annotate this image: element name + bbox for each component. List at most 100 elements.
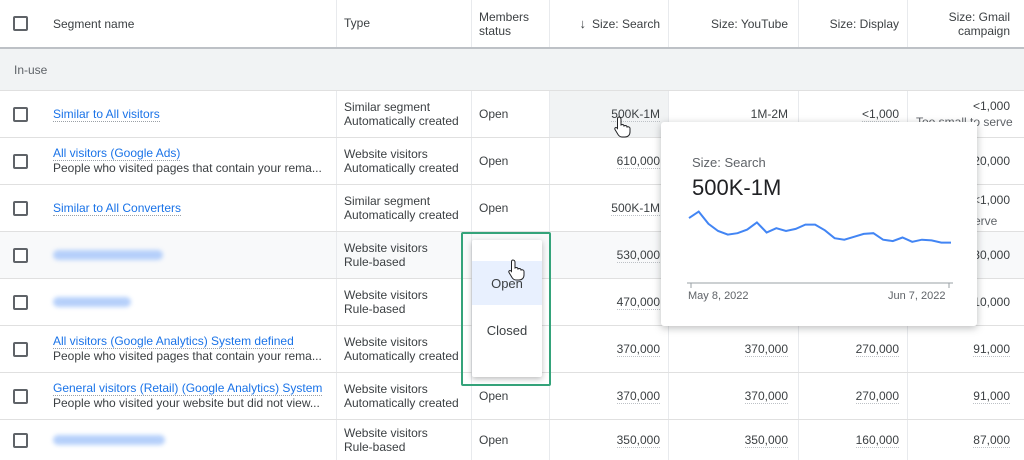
segment-link[interactable]: General visitors (Retail) (Google Analyt… bbox=[53, 381, 323, 396]
column-header-size-gmail[interactable]: Size: Gmail campaign bbox=[908, 0, 1024, 47]
row-checkbox-cell bbox=[0, 138, 40, 184]
type-cell: Similar segment Automatically created bbox=[337, 185, 472, 231]
status-cell[interactable]: Open bbox=[472, 420, 550, 460]
table-row[interactable]: All visitors (Google Ads) People who vis… bbox=[0, 138, 1024, 185]
redacted-segment-name[interactable] bbox=[53, 435, 165, 445]
status-value: Open bbox=[479, 433, 509, 447]
segment-name-cell: All visitors (Google Ads) People who vis… bbox=[40, 138, 337, 184]
size-gmail-cell: 91,000 bbox=[908, 326, 1024, 372]
column-header-type[interactable]: Type bbox=[337, 0, 472, 47]
segment-name-cell: General visitors (Retail) (Google Analyt… bbox=[40, 373, 337, 419]
type-primary: Website visitors bbox=[344, 425, 428, 440]
segment-description: People who visited pages that contain yo… bbox=[53, 161, 322, 175]
popup-start-date: May 8, 2022 bbox=[688, 290, 749, 302]
segment-link[interactable]: Similar to All Converters bbox=[53, 200, 182, 216]
size-display-value: <1,000 bbox=[861, 106, 899, 122]
size-search-value[interactable]: 370,000 bbox=[616, 388, 660, 404]
size-search-cell[interactable]: 530,000 bbox=[550, 232, 669, 278]
row-checkbox[interactable] bbox=[12, 341, 28, 357]
column-header-size-display[interactable]: Size: Display bbox=[799, 0, 908, 47]
type-primary: Similar segment bbox=[344, 99, 431, 114]
size-search-value[interactable]: 370,000 bbox=[616, 341, 660, 357]
size-display-cell: <1,000 bbox=[799, 91, 908, 137]
type-cell: Website visitors Rule-based bbox=[337, 232, 472, 278]
segment-link[interactable]: Similar to All visitors bbox=[53, 106, 160, 122]
membership-label-line2: status bbox=[479, 23, 512, 38]
size-youtube-label: Size: YouTube bbox=[711, 16, 788, 31]
segment-name-cell: Similar to All Converters bbox=[40, 185, 337, 231]
table-row[interactable]: Similar to All visitors Similar segment … bbox=[0, 91, 1024, 138]
status-value: Open bbox=[479, 107, 509, 121]
popup-value: 500K-1M bbox=[692, 175, 782, 200]
row-checkbox-cell bbox=[0, 279, 40, 325]
redacted-segment-name[interactable] bbox=[53, 297, 131, 307]
column-header-size-youtube[interactable]: Size: YouTube bbox=[669, 0, 799, 47]
size-youtube-value: 370,000 bbox=[744, 341, 788, 357]
size-search-value[interactable]: 500K-1M bbox=[611, 106, 660, 122]
group-row-in-use: In-use bbox=[0, 49, 1024, 91]
type-secondary: Rule-based bbox=[344, 302, 406, 316]
row-checkbox-cell bbox=[0, 232, 40, 278]
status-dropdown-highlight bbox=[461, 232, 551, 386]
size-gmail-cell: 30,000 bbox=[908, 232, 1024, 278]
status-value: Open bbox=[479, 154, 509, 168]
size-gmail-cell: <1,000 bbox=[908, 91, 1024, 137]
size-search-value[interactable]: 500K-1M bbox=[611, 200, 660, 216]
table-row[interactable]: General visitors (Retail) (Google Analyt… bbox=[0, 373, 1024, 420]
segment-link[interactable]: All visitors (Google Ads) bbox=[53, 146, 181, 161]
size-youtube-cell: 1M-2M bbox=[669, 91, 799, 137]
size-search-cell[interactable]: 370,000 bbox=[550, 373, 669, 419]
column-header-membership-status[interactable]: Members status bbox=[472, 0, 550, 47]
hand-cursor-icon bbox=[614, 116, 631, 138]
row-checkbox[interactable] bbox=[12, 106, 28, 122]
size-gmail-value: 10,000 bbox=[973, 295, 1010, 309]
column-header-segment-name[interactable]: Segment name bbox=[40, 0, 337, 47]
size-gmail-value: 87,000 bbox=[973, 432, 1010, 448]
size-search-cell[interactable]: 350,000 bbox=[550, 420, 669, 460]
segment-link[interactable]: All visitors (Google Analytics) System d… bbox=[53, 334, 294, 349]
status-cell[interactable]: Open bbox=[472, 138, 550, 184]
size-search-value[interactable]: 470,000 bbox=[616, 294, 660, 310]
size-gmail-value: 91,000 bbox=[973, 341, 1010, 357]
status-option-closed[interactable]: Closed bbox=[486, 322, 528, 338]
size-gmail-value: <1,000 bbox=[972, 99, 1010, 113]
size-search-cell[interactable]: 500K-1M bbox=[550, 91, 669, 137]
size-gmail-label-line2: campaign bbox=[957, 23, 1010, 38]
row-checkbox[interactable] bbox=[12, 200, 28, 216]
type-primary: Website visitors bbox=[344, 240, 428, 255]
size-search-value[interactable]: 350,000 bbox=[616, 432, 660, 448]
redacted-segment-name[interactable] bbox=[53, 250, 163, 260]
column-header-size-search[interactable]: ↓ Size: Search bbox=[550, 0, 669, 47]
size-search-value[interactable]: 610,000 bbox=[616, 153, 660, 169]
type-cell: Website visitors Rule-based bbox=[337, 279, 472, 325]
row-checkbox[interactable] bbox=[12, 388, 28, 404]
table-row[interactable]: Website visitors Rule-based Open 350,000… bbox=[0, 420, 1024, 460]
type-secondary: Automatically created bbox=[344, 161, 459, 175]
row-checkbox[interactable] bbox=[12, 294, 28, 310]
table-row[interactable]: Similar to All Converters Similar segmen… bbox=[0, 185, 1024, 232]
row-checkbox-cell bbox=[0, 91, 40, 137]
size-youtube-cell: 350,000 bbox=[669, 420, 799, 460]
row-checkbox-cell bbox=[0, 420, 40, 460]
row-checkbox[interactable] bbox=[12, 432, 28, 448]
size-gmail-cell: <1,000 bbox=[908, 185, 1024, 231]
type-primary: Similar segment bbox=[344, 193, 431, 208]
size-search-cell[interactable]: 470,000 bbox=[550, 279, 669, 325]
size-gmail-cell: 20,000 bbox=[908, 138, 1024, 184]
size-search-cell[interactable]: 370,000 bbox=[550, 326, 669, 372]
size-search-cell[interactable]: 610,000 bbox=[550, 138, 669, 184]
size-search-cell[interactable]: 500K-1M bbox=[550, 185, 669, 231]
size-search-value[interactable]: 530,000 bbox=[616, 247, 660, 263]
select-all-checkbox[interactable] bbox=[12, 16, 28, 31]
type-primary: Website visitors bbox=[344, 287, 428, 302]
row-checkbox[interactable] bbox=[12, 153, 28, 169]
status-cell[interactable]: Open bbox=[472, 373, 550, 419]
size-youtube-cell: 370,000 bbox=[669, 326, 799, 372]
segment-description: People who visited your website but did … bbox=[53, 396, 320, 410]
row-checkbox[interactable] bbox=[12, 247, 28, 263]
size-gmail-value: 91,000 bbox=[973, 388, 1010, 404]
type-primary: Website visitors bbox=[344, 146, 428, 161]
status-cell[interactable]: Open bbox=[472, 185, 550, 231]
type-cell: Website visitors Automatically created bbox=[337, 138, 472, 184]
status-cell[interactable]: Open bbox=[472, 91, 550, 137]
